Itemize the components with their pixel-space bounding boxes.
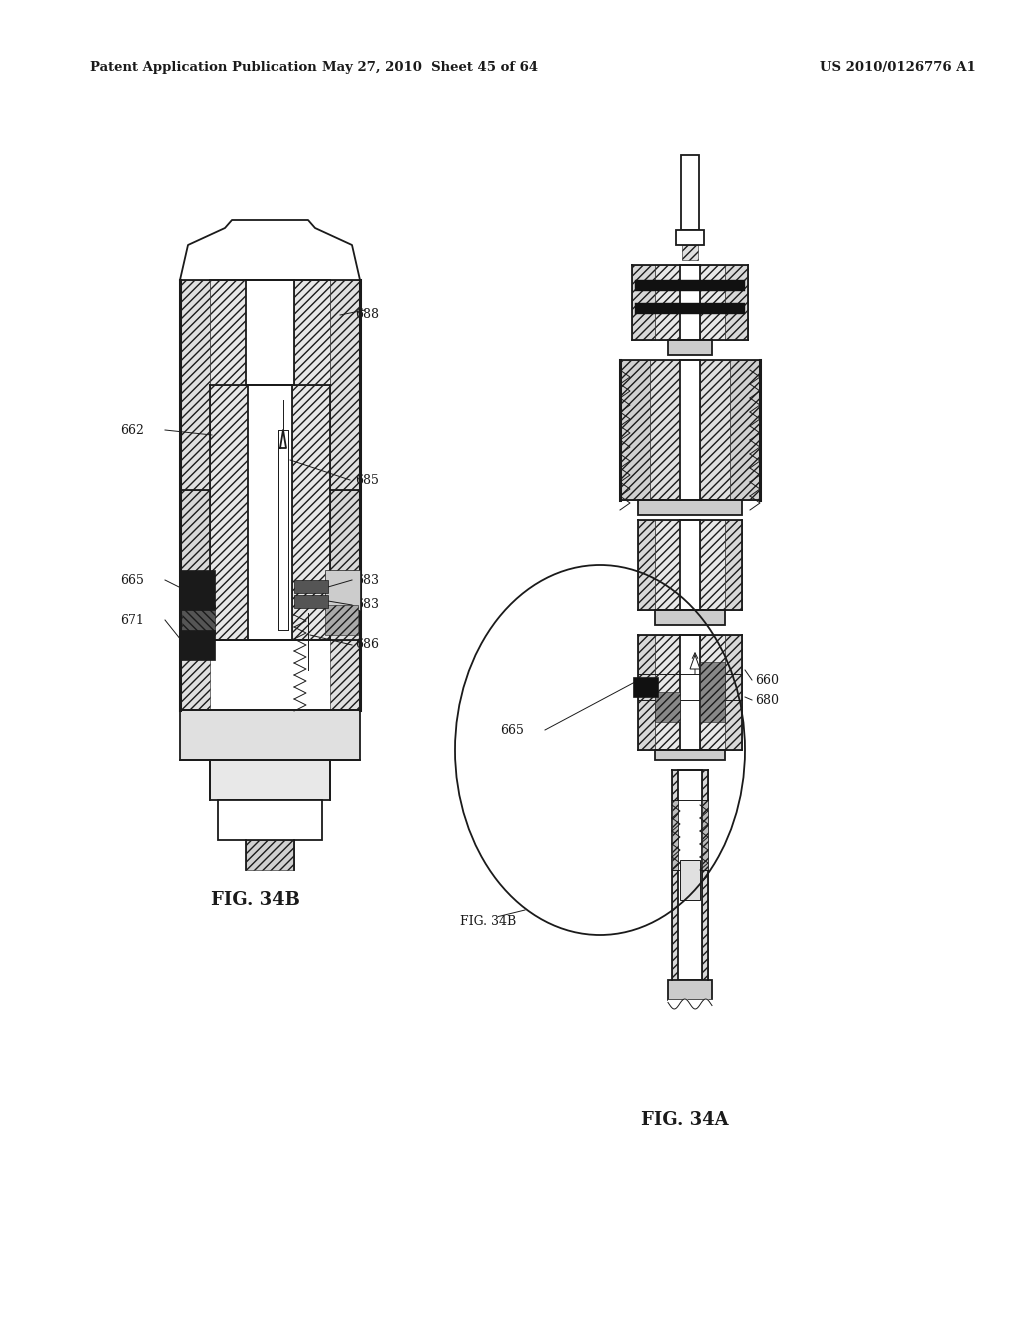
Bar (680, 520, 700, 610)
Bar (182, 605, 215, 635)
Bar (668, 979, 712, 1001)
Bar (680, 861, 700, 900)
Bar (668, 341, 712, 355)
Bar (676, 230, 705, 246)
Bar (330, 490, 360, 576)
Bar (294, 280, 330, 385)
Bar (655, 692, 680, 722)
Text: 683: 683 (355, 598, 379, 611)
Bar (292, 385, 330, 640)
Bar (655, 750, 725, 760)
Text: 660: 660 (755, 673, 779, 686)
Bar (680, 360, 700, 500)
Bar (725, 520, 742, 610)
Text: 680: 680 (755, 693, 779, 706)
Text: 688: 688 (355, 309, 379, 322)
Bar (246, 840, 294, 870)
Bar (650, 360, 680, 500)
Bar (620, 360, 650, 500)
Bar (330, 640, 360, 710)
Bar (655, 265, 680, 341)
Bar (638, 635, 655, 750)
Text: Patent Application Publication: Patent Application Publication (90, 62, 316, 74)
Bar (672, 770, 678, 979)
Polygon shape (280, 430, 286, 447)
Bar (210, 280, 246, 385)
Bar (218, 800, 322, 840)
Text: 665: 665 (500, 723, 524, 737)
Text: FIG. 34B: FIG. 34B (211, 891, 299, 909)
Bar (278, 430, 288, 630)
Bar (638, 500, 742, 515)
Bar (294, 579, 328, 593)
Bar (638, 520, 655, 610)
Bar (700, 635, 725, 750)
Bar (210, 385, 248, 640)
Text: US 2010/0126776 A1: US 2010/0126776 A1 (820, 62, 976, 74)
Bar (180, 710, 360, 760)
Bar (702, 770, 708, 979)
Bar (725, 265, 748, 341)
Bar (248, 385, 292, 640)
Bar (680, 635, 700, 750)
Bar (655, 635, 680, 750)
Bar (700, 265, 725, 341)
Bar (210, 760, 330, 800)
Bar (700, 663, 725, 722)
Polygon shape (225, 220, 315, 275)
Bar (325, 570, 360, 610)
Text: 685: 685 (355, 474, 379, 487)
Polygon shape (690, 655, 700, 669)
Bar (325, 605, 358, 635)
Bar (681, 154, 699, 230)
Bar (680, 265, 700, 341)
Bar (678, 770, 702, 979)
Bar (330, 576, 360, 640)
Bar (635, 304, 745, 314)
Bar (330, 280, 360, 490)
Text: FIG. 34B: FIG. 34B (460, 915, 516, 928)
Bar (730, 360, 760, 500)
Bar (655, 520, 680, 610)
Bar (682, 246, 698, 260)
Bar (725, 635, 742, 750)
Text: 686: 686 (355, 639, 379, 652)
Bar (180, 280, 210, 490)
Bar (655, 610, 725, 624)
Bar (633, 677, 658, 697)
Bar (672, 800, 678, 870)
Bar (246, 280, 294, 385)
Text: FIG. 34A: FIG. 34A (641, 1111, 729, 1129)
Bar (180, 576, 210, 640)
Text: 671: 671 (120, 614, 144, 627)
Bar (702, 800, 708, 870)
Text: 683: 683 (355, 573, 379, 586)
Bar (180, 640, 210, 710)
Bar (294, 595, 328, 609)
Bar (700, 520, 725, 610)
Bar (180, 490, 210, 576)
Text: May 27, 2010  Sheet 45 of 64: May 27, 2010 Sheet 45 of 64 (322, 62, 538, 74)
Bar (180, 570, 215, 610)
Bar (700, 360, 730, 500)
Bar (632, 265, 655, 341)
Polygon shape (180, 220, 360, 280)
Bar (635, 280, 745, 290)
Text: 665: 665 (120, 573, 144, 586)
Bar (180, 630, 215, 660)
Text: 662: 662 (120, 424, 144, 437)
